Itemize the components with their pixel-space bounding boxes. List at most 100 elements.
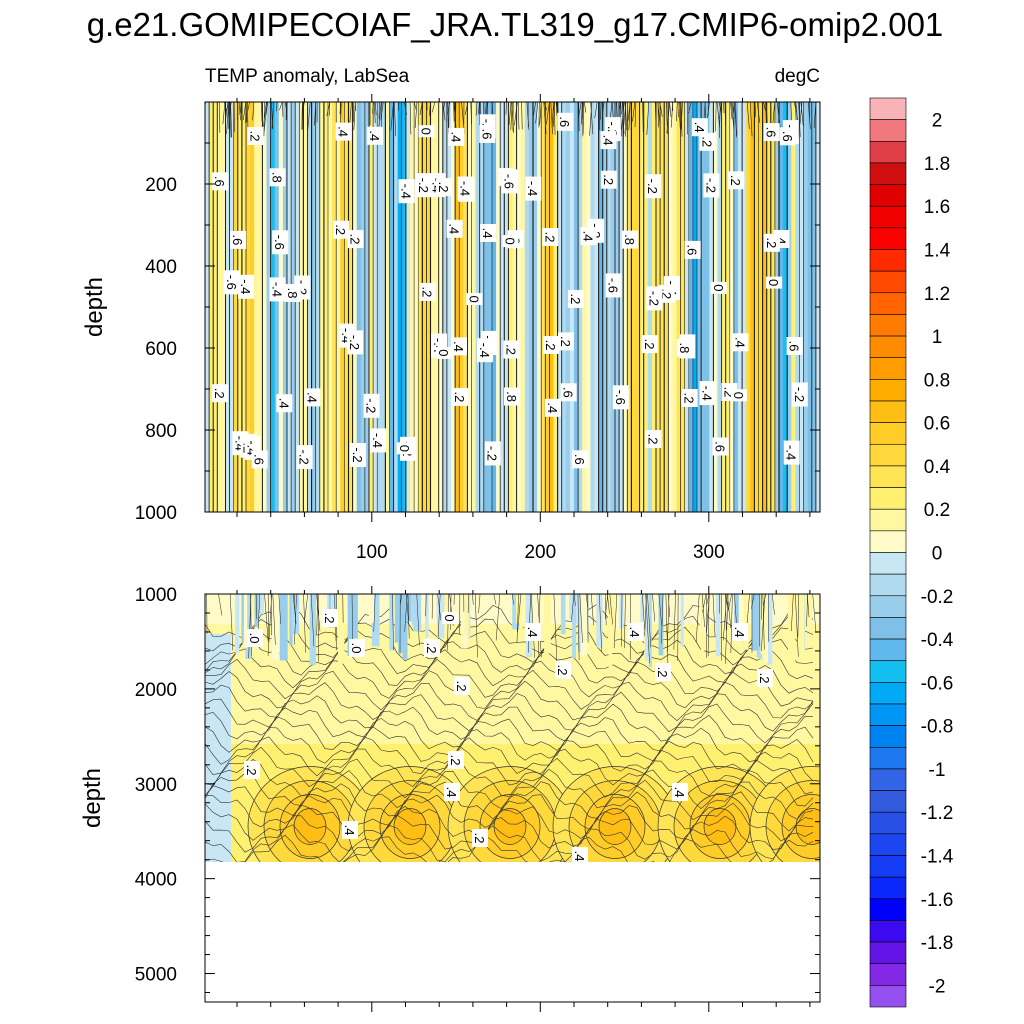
upper-contour-label: -.4 xyxy=(783,440,800,465)
lower-contour-line xyxy=(647,594,652,648)
lower-contour-line xyxy=(599,594,602,652)
svg-text:0: 0 xyxy=(397,445,412,452)
upper-contour-line xyxy=(724,102,727,133)
upper-contour-line xyxy=(590,102,594,135)
lower-contour-line xyxy=(587,594,589,643)
colorbar-cell xyxy=(869,638,907,662)
upper-contour-label: -.6 xyxy=(605,273,622,298)
colorbar-cell xyxy=(869,335,907,359)
colorbar-cell xyxy=(869,963,907,986)
lower-contour-line xyxy=(400,594,403,605)
upper-stripe xyxy=(557,102,563,512)
upper-contour-label: .2 xyxy=(641,335,658,354)
lower-contour-line xyxy=(724,594,729,610)
svg-text:-.4: -.4 xyxy=(784,445,799,460)
lower-y-tick-label: 4000 xyxy=(135,870,177,891)
lower-contour-line xyxy=(391,594,394,651)
upper-stripe xyxy=(336,102,341,512)
lower-contour-line xyxy=(746,594,750,629)
upper-contour-line xyxy=(229,102,232,138)
upper-contour-line xyxy=(582,102,584,134)
lower-contour-line xyxy=(264,594,269,641)
upper-stripe xyxy=(319,102,325,512)
lower-surface-stripe xyxy=(249,594,255,618)
upper-contour-line xyxy=(409,102,412,135)
lower-surface-stripe xyxy=(572,594,580,625)
upper-stripe xyxy=(451,102,456,512)
upper-contour-label: -.4 xyxy=(477,338,493,363)
upper-contour-label: .8 xyxy=(284,284,301,302)
colorbar-cell xyxy=(869,811,907,835)
svg-text:.4: .4 xyxy=(732,627,747,638)
svg-text:-.6: -.6 xyxy=(272,235,287,250)
lower-contour-line xyxy=(272,594,276,645)
lower-contour-label: .2 xyxy=(244,761,260,779)
upper-contour-label: 0 xyxy=(466,293,483,306)
lower-contour-line xyxy=(807,594,810,618)
upper-contour-label: .2 xyxy=(567,289,584,308)
upper-stripe xyxy=(520,102,526,512)
lower-band xyxy=(205,648,820,655)
upper-contour-line xyxy=(514,102,518,126)
svg-text:.2: .2 xyxy=(659,288,674,299)
upper-stripe xyxy=(446,102,452,512)
upper-stripe xyxy=(364,102,370,512)
lower-surface-stripe xyxy=(572,594,577,658)
colorbar-cell xyxy=(869,920,907,943)
svg-text:0: 0 xyxy=(503,237,518,244)
lower-surface-stripe xyxy=(608,594,616,649)
upper-stripe xyxy=(623,102,628,512)
upper-stripe xyxy=(487,102,493,512)
upper-contour-line xyxy=(556,102,558,114)
upper-contour-line xyxy=(419,102,423,115)
upper-contour-line xyxy=(372,102,374,114)
upper-contour-label: 0 xyxy=(396,442,413,455)
upper-stripe xyxy=(610,102,616,512)
lower-surface-stripe xyxy=(787,594,796,663)
upper-contour-line xyxy=(505,102,507,115)
svg-text:-.2: -.2 xyxy=(703,178,718,193)
upper-contour-label: .4 xyxy=(691,118,708,137)
lower-contour-line xyxy=(205,648,814,689)
lower-surface-stripe xyxy=(413,594,422,632)
svg-text:0: 0 xyxy=(466,295,481,302)
colorbar-label: -2 xyxy=(929,976,946,997)
upper-contour-line xyxy=(749,102,753,137)
lower-contour-line xyxy=(304,594,309,623)
upper-contour-label: .4 xyxy=(304,388,321,407)
upper-contour-line xyxy=(763,102,766,111)
lower-surface-stripe xyxy=(560,594,566,635)
lower-contour-line xyxy=(205,758,814,799)
upper-right-label: degC xyxy=(775,66,820,87)
lower-contour-label: .4 xyxy=(342,821,358,839)
upper-contour-label: .2 xyxy=(557,332,574,351)
upper-stripe xyxy=(422,102,427,512)
svg-text:.2: .2 xyxy=(699,136,714,147)
lower-surface-stripe xyxy=(442,594,449,629)
svg-text:.2: .2 xyxy=(436,182,451,193)
upper-stripe xyxy=(229,102,235,512)
upper-stripe xyxy=(369,102,374,512)
lower-contour-line xyxy=(278,594,281,624)
lower-contour-label: .2 xyxy=(472,829,488,847)
svg-text:-.6: -.6 xyxy=(502,174,517,189)
svg-text:.2: .2 xyxy=(244,765,259,776)
svg-text:-.2: -.2 xyxy=(416,178,431,193)
svg-text:.4: .4 xyxy=(572,851,587,862)
lower-contour-label: .4 xyxy=(732,623,748,641)
upper-contour-line xyxy=(260,102,263,122)
upper-contour-line xyxy=(813,102,817,129)
lower-contour-line xyxy=(707,594,710,657)
lower-contour-line xyxy=(701,594,705,628)
upper-stripe xyxy=(688,102,694,512)
lower-contour-line xyxy=(751,594,755,609)
svg-text:.4: .4 xyxy=(447,223,462,234)
upper-contour-line xyxy=(380,102,383,132)
lower-surface-stripe xyxy=(614,594,621,631)
lower-contour-line xyxy=(621,594,623,647)
upper-stripe xyxy=(278,102,284,512)
colorbar-cell xyxy=(869,508,907,532)
svg-text:.8: .8 xyxy=(285,288,300,299)
lower-contour-line xyxy=(645,594,650,664)
upper-contour-line xyxy=(222,102,226,125)
